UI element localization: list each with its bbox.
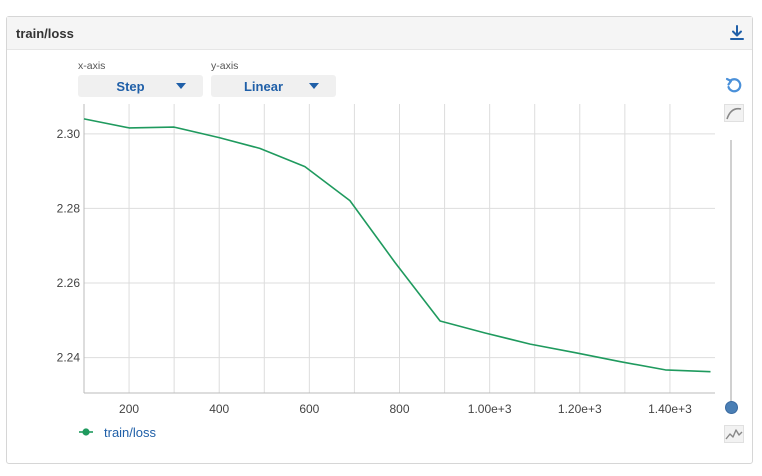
legend-swatch: [78, 424, 94, 440]
legend-entry-train-loss: train/loss: [104, 425, 156, 440]
y-tick-label: 2.28: [57, 201, 81, 215]
y-tick-label: 2.30: [57, 127, 81, 141]
x-tick-label: 800: [389, 402, 409, 416]
x-tick-label: 400: [209, 402, 229, 416]
axis-layer: 200 400 600 800 1.00e+3 1.20e+3 1.40e+3 2.24 2.2…: [57, 104, 715, 416]
x-tick-label: 200: [119, 402, 139, 416]
series-layer: [84, 119, 711, 372]
x-tick-label: 1.40e+3: [648, 402, 692, 416]
series-line-train-loss: [84, 119, 711, 372]
x-tick-label: 600: [299, 402, 319, 416]
y-tick-label: 2.26: [57, 276, 81, 290]
x-tick-label: 1.20e+3: [558, 402, 602, 416]
y-tick-label: 2.24: [57, 351, 81, 365]
grid-layer: [84, 104, 715, 393]
x-tick-label: 1.00e+3: [468, 402, 512, 416]
